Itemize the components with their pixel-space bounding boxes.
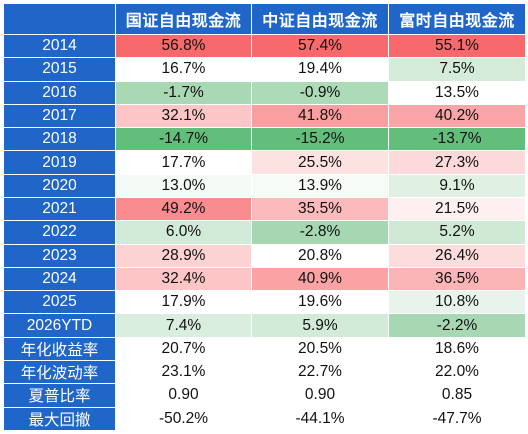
table-row: 2024 32.4% 40.9% 36.5% — [3, 266, 526, 292]
value-cell: 6.0% — [115, 220, 252, 245]
table-row: 年化波动率 23.1% 22.7% 22.0% — [3, 359, 526, 385]
value-cell: 22.7% — [251, 359, 389, 385]
value-cell: 0.85 — [388, 383, 526, 408]
value-cell: 32.4% — [115, 266, 252, 292]
value-cell: 56.8% — [115, 33, 252, 59]
value-cell: -2.8% — [251, 220, 389, 245]
value-cell: 17.7% — [115, 150, 252, 175]
table-header: 国证自由现金流 中证自由现金流 富时自由现金流 — [3, 3, 526, 35]
value-cell: 26.4% — [388, 243, 526, 268]
value-cell: 41.8% — [251, 103, 389, 129]
value-cell: 20.5% — [251, 336, 389, 361]
value-cell: 21.5% — [388, 196, 526, 222]
value-cell: 55.1% — [388, 33, 526, 59]
row-label: 2023 — [3, 243, 116, 268]
table-row: 2016 -1.7% -0.9% 13.5% — [3, 80, 526, 105]
row-label: 最大回撤 — [3, 406, 116, 431]
row-label: 2014 — [3, 33, 116, 59]
row-label: 2022 — [3, 220, 116, 245]
table-row: 2020 13.0% 13.9% 9.1% — [3, 173, 526, 198]
value-cell: 18.6% — [388, 336, 526, 361]
table-row: 2015 16.7% 19.4% 7.5% — [3, 57, 526, 82]
value-cell: 5.2% — [388, 220, 526, 245]
row-label: 夏普比率 — [3, 383, 116, 408]
row-label: 2019 — [3, 150, 116, 175]
value-cell: 7.4% — [115, 313, 252, 338]
value-cell: -2.2% — [388, 313, 526, 338]
table-body: 2014 56.8% 57.4% 55.1% 2015 16.7% 19.4% 7.5% 201… — [3, 33, 526, 431]
column-header-guozheng: 国证自由现金流 — [115, 3, 252, 35]
value-cell: 20.7% — [115, 336, 252, 361]
header-corner — [3, 3, 116, 35]
performance-table: 国证自由现金流 中证自由现金流 富时自由现金流 2014 56.8% 57.4% 55… — [3, 3, 526, 431]
value-cell: 13.5% — [388, 80, 526, 105]
table-row: 2017 32.1% 41.8% 40.2% — [3, 103, 526, 129]
table-row: 最大回撤 -50.2% -44.1% -47.7% — [3, 406, 526, 431]
row-label: 2025 — [3, 290, 116, 315]
header-row: 国证自由现金流 中证自由现金流 富时自由现金流 — [3, 3, 526, 35]
row-label: 2015 — [3, 57, 116, 82]
row-label: 2017 — [3, 103, 116, 129]
row-label: 2024 — [3, 266, 116, 292]
table-row: 2019 17.7% 25.5% 27.3% — [3, 150, 526, 175]
value-cell: -14.7% — [115, 127, 252, 152]
value-cell: 36.5% — [388, 266, 526, 292]
value-cell: -47.7% — [388, 406, 526, 431]
value-cell: 17.9% — [115, 290, 252, 315]
value-cell: 49.2% — [115, 196, 252, 222]
value-cell: 0.90 — [251, 383, 389, 408]
column-header-fushi: 富时自由现金流 — [388, 3, 526, 35]
table-row: 夏普比率 0.90 0.90 0.85 — [3, 383, 526, 408]
value-cell: 40.2% — [388, 103, 526, 129]
column-header-zhongzheng: 中证自由现金流 — [251, 3, 389, 35]
row-label: 2026YTD — [3, 313, 116, 338]
value-cell: -0.9% — [251, 80, 389, 105]
table-row: 2026YTD 7.4% 5.9% -2.2% — [3, 313, 526, 338]
table-row: 2018 -14.7% -15.2% -13.7% — [3, 127, 526, 152]
row-label: 年化收益率 — [3, 336, 116, 361]
value-cell: 7.5% — [388, 57, 526, 82]
value-cell: 35.5% — [251, 196, 389, 222]
table-row: 2014 56.8% 57.4% 55.1% — [3, 33, 526, 59]
row-label: 年化波动率 — [3, 359, 116, 385]
value-cell: 27.3% — [388, 150, 526, 175]
value-cell: -50.2% — [115, 406, 252, 431]
row-label: 2016 — [3, 80, 116, 105]
value-cell: 10.8% — [388, 290, 526, 315]
table-row: 2021 49.2% 35.5% 21.5% — [3, 196, 526, 222]
value-cell: 28.9% — [115, 243, 252, 268]
row-label: 2020 — [3, 173, 116, 198]
value-cell: 40.9% — [251, 266, 389, 292]
value-cell: 13.0% — [115, 173, 252, 198]
table-row: 2023 28.9% 20.8% 26.4% — [3, 243, 526, 268]
value-cell: 0.90 — [115, 383, 252, 408]
value-cell: -13.7% — [388, 127, 526, 152]
value-cell: 20.8% — [251, 243, 389, 268]
value-cell: -1.7% — [115, 80, 252, 105]
value-cell: 32.1% — [115, 103, 252, 129]
value-cell: -44.1% — [251, 406, 389, 431]
value-cell: 19.6% — [251, 290, 389, 315]
table-row: 年化收益率 20.7% 20.5% 18.6% — [3, 336, 526, 361]
table-row: 2022 6.0% -2.8% 5.2% — [3, 220, 526, 245]
value-cell: 25.5% — [251, 150, 389, 175]
value-cell: 19.4% — [251, 57, 389, 82]
table-row: 2025 17.9% 19.6% 10.8% — [3, 290, 526, 315]
value-cell: -15.2% — [251, 127, 389, 152]
value-cell: 57.4% — [251, 33, 389, 59]
value-cell: 22.0% — [388, 359, 526, 385]
value-cell: 9.1% — [388, 173, 526, 198]
row-label: 2018 — [3, 127, 116, 152]
value-cell: 13.9% — [251, 173, 389, 198]
row-label: 2021 — [3, 196, 116, 222]
value-cell: 23.1% — [115, 359, 252, 385]
value-cell: 16.7% — [115, 57, 252, 82]
value-cell: 5.9% — [251, 313, 389, 338]
